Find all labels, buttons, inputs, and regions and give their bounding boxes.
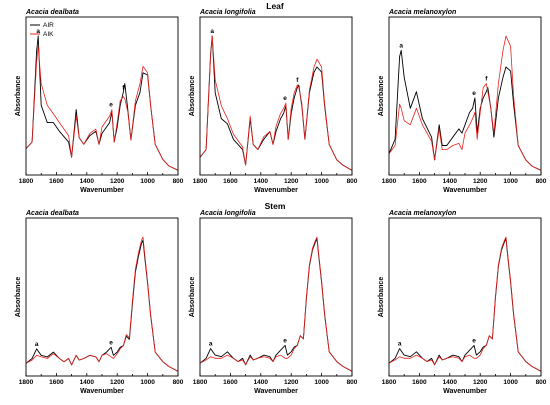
x-tick-label: 1400 xyxy=(80,178,95,185)
x-axis-label: Wavenumber xyxy=(80,388,124,395)
x-tick-label: 1600 xyxy=(49,379,64,386)
peak-annotation: a xyxy=(209,341,213,348)
x-tick-label: 1000 xyxy=(140,178,155,185)
legend-entry: AIR xyxy=(43,22,54,29)
panel-title: Acacia melanoxylon xyxy=(388,9,456,16)
x-tick-label: 1600 xyxy=(223,178,238,185)
spectrum-panel: Acacia melanoxylon 1800 1600 1400 1200 1000 80… xyxy=(378,210,547,395)
series-line-aik xyxy=(388,35,542,171)
peak-annotation: f xyxy=(296,77,299,84)
panel-title: Acacia dealbata xyxy=(25,9,79,16)
x-axis-label: Wavenumber xyxy=(254,187,298,194)
spectrum-panel: Acacia longifolia 1800 1600 1400 1200 1000 800… xyxy=(189,9,358,194)
x-tick-label: 800 xyxy=(173,178,184,185)
x-tick-label: 1000 xyxy=(503,379,518,386)
x-tick-label: 1000 xyxy=(503,178,518,185)
peak-annotation: a xyxy=(35,341,39,348)
peak-annotation: a xyxy=(399,42,403,49)
plot-frame xyxy=(388,16,542,176)
x-axis-label: Wavenumber xyxy=(443,187,487,194)
series-line-air xyxy=(388,49,542,171)
leaf-section-title: Leaf xyxy=(266,1,284,11)
x-tick-label: 1400 xyxy=(443,379,458,386)
spectrum-panel: Acacia dealbata 1800 1600 1400 1200 1000 800 Wa… xyxy=(15,210,184,395)
peak-annotation: e xyxy=(109,339,113,346)
x-tick-label: 1800 xyxy=(193,379,208,386)
series-line-aik xyxy=(199,35,353,171)
x-tick-label: 1800 xyxy=(19,178,34,185)
panel-title: Acacia dealbata xyxy=(25,210,79,217)
x-axis-label: Wavenumber xyxy=(80,187,124,194)
x-tick-label: 1200 xyxy=(110,379,125,386)
x-tick-label: 1600 xyxy=(412,379,427,386)
y-axis-label: Absorbance xyxy=(378,277,385,318)
x-tick-label: 1400 xyxy=(254,379,269,386)
x-tick-label: 1600 xyxy=(412,178,427,185)
series-line-aik xyxy=(199,236,353,372)
x-tick-label: 1200 xyxy=(473,178,488,185)
spectrum-panel: Acacia dealbata 1800 1600 1400 1200 1000 800 Wa… xyxy=(15,9,184,194)
y-axis-label: Absorbance xyxy=(15,277,22,318)
panel-title: Acacia melanoxylon xyxy=(388,210,456,217)
peak-annotation: e xyxy=(472,337,476,344)
y-axis-label: Absorbance xyxy=(189,76,196,117)
series-line-aik xyxy=(388,236,542,372)
x-tick-label: 800 xyxy=(347,379,358,386)
x-tick-label: 1000 xyxy=(140,379,155,386)
x-tick-label: 1000 xyxy=(314,379,329,386)
peak-annotation: e xyxy=(283,95,287,102)
peak-annotation: a xyxy=(36,28,40,35)
x-tick-label: 800 xyxy=(347,178,358,185)
series-line-air xyxy=(199,35,353,171)
peak-annotation: e xyxy=(472,90,476,97)
y-axis-label: Absorbance xyxy=(378,76,385,117)
x-tick-label: 1600 xyxy=(49,178,64,185)
peak-annotation: f xyxy=(485,75,488,82)
x-tick-label: 1400 xyxy=(254,178,269,185)
peak-annotation: a xyxy=(398,341,402,348)
stem-section-title: Stem xyxy=(265,201,286,211)
x-tick-label: 1200 xyxy=(284,379,299,386)
x-tick-label: 1800 xyxy=(382,178,397,185)
x-tick-label: 800 xyxy=(536,178,547,185)
peak-annotation: f xyxy=(122,84,125,91)
x-tick-label: 1200 xyxy=(284,178,299,185)
x-tick-label: 1800 xyxy=(193,178,208,185)
y-axis-label: Absorbance xyxy=(15,76,22,117)
x-tick-label: 1600 xyxy=(223,379,238,386)
x-tick-label: 1400 xyxy=(80,379,95,386)
x-tick-label: 1800 xyxy=(19,379,34,386)
x-tick-label: 1800 xyxy=(382,379,397,386)
peak-annotation: a xyxy=(210,28,214,35)
peak-annotation: e xyxy=(283,337,287,344)
x-tick-label: 800 xyxy=(536,379,547,386)
x-axis-label: Wavenumber xyxy=(254,388,298,395)
y-axis-label: Absorbance xyxy=(189,277,196,318)
series-line-air xyxy=(25,35,179,171)
plot-frame xyxy=(199,16,353,176)
x-tick-label: 1200 xyxy=(473,379,488,386)
panel-title: Acacia longifolia xyxy=(199,210,256,217)
panel-title: Acacia longifolia xyxy=(199,9,256,16)
legend-entry: AIK xyxy=(43,31,54,38)
x-tick-label: 1200 xyxy=(110,178,125,185)
spectrum-panel: Acacia melanoxylon 1800 1600 1400 1200 1000 80… xyxy=(378,9,547,194)
series-line-aik xyxy=(25,236,179,372)
spectrum-panel: Acacia longifolia 1800 1600 1400 1200 1000 800… xyxy=(189,210,358,395)
panels-group: Acacia dealbata 1800 1600 1400 1200 1000 800 Wa… xyxy=(15,9,547,395)
series-line-aik xyxy=(25,46,179,171)
plot-frame xyxy=(25,16,179,176)
x-axis-label: Wavenumber xyxy=(443,388,487,395)
x-tick-label: 800 xyxy=(173,379,184,386)
x-tick-label: 1000 xyxy=(314,178,329,185)
peak-annotation: e xyxy=(109,102,113,109)
x-tick-label: 1400 xyxy=(443,178,458,185)
